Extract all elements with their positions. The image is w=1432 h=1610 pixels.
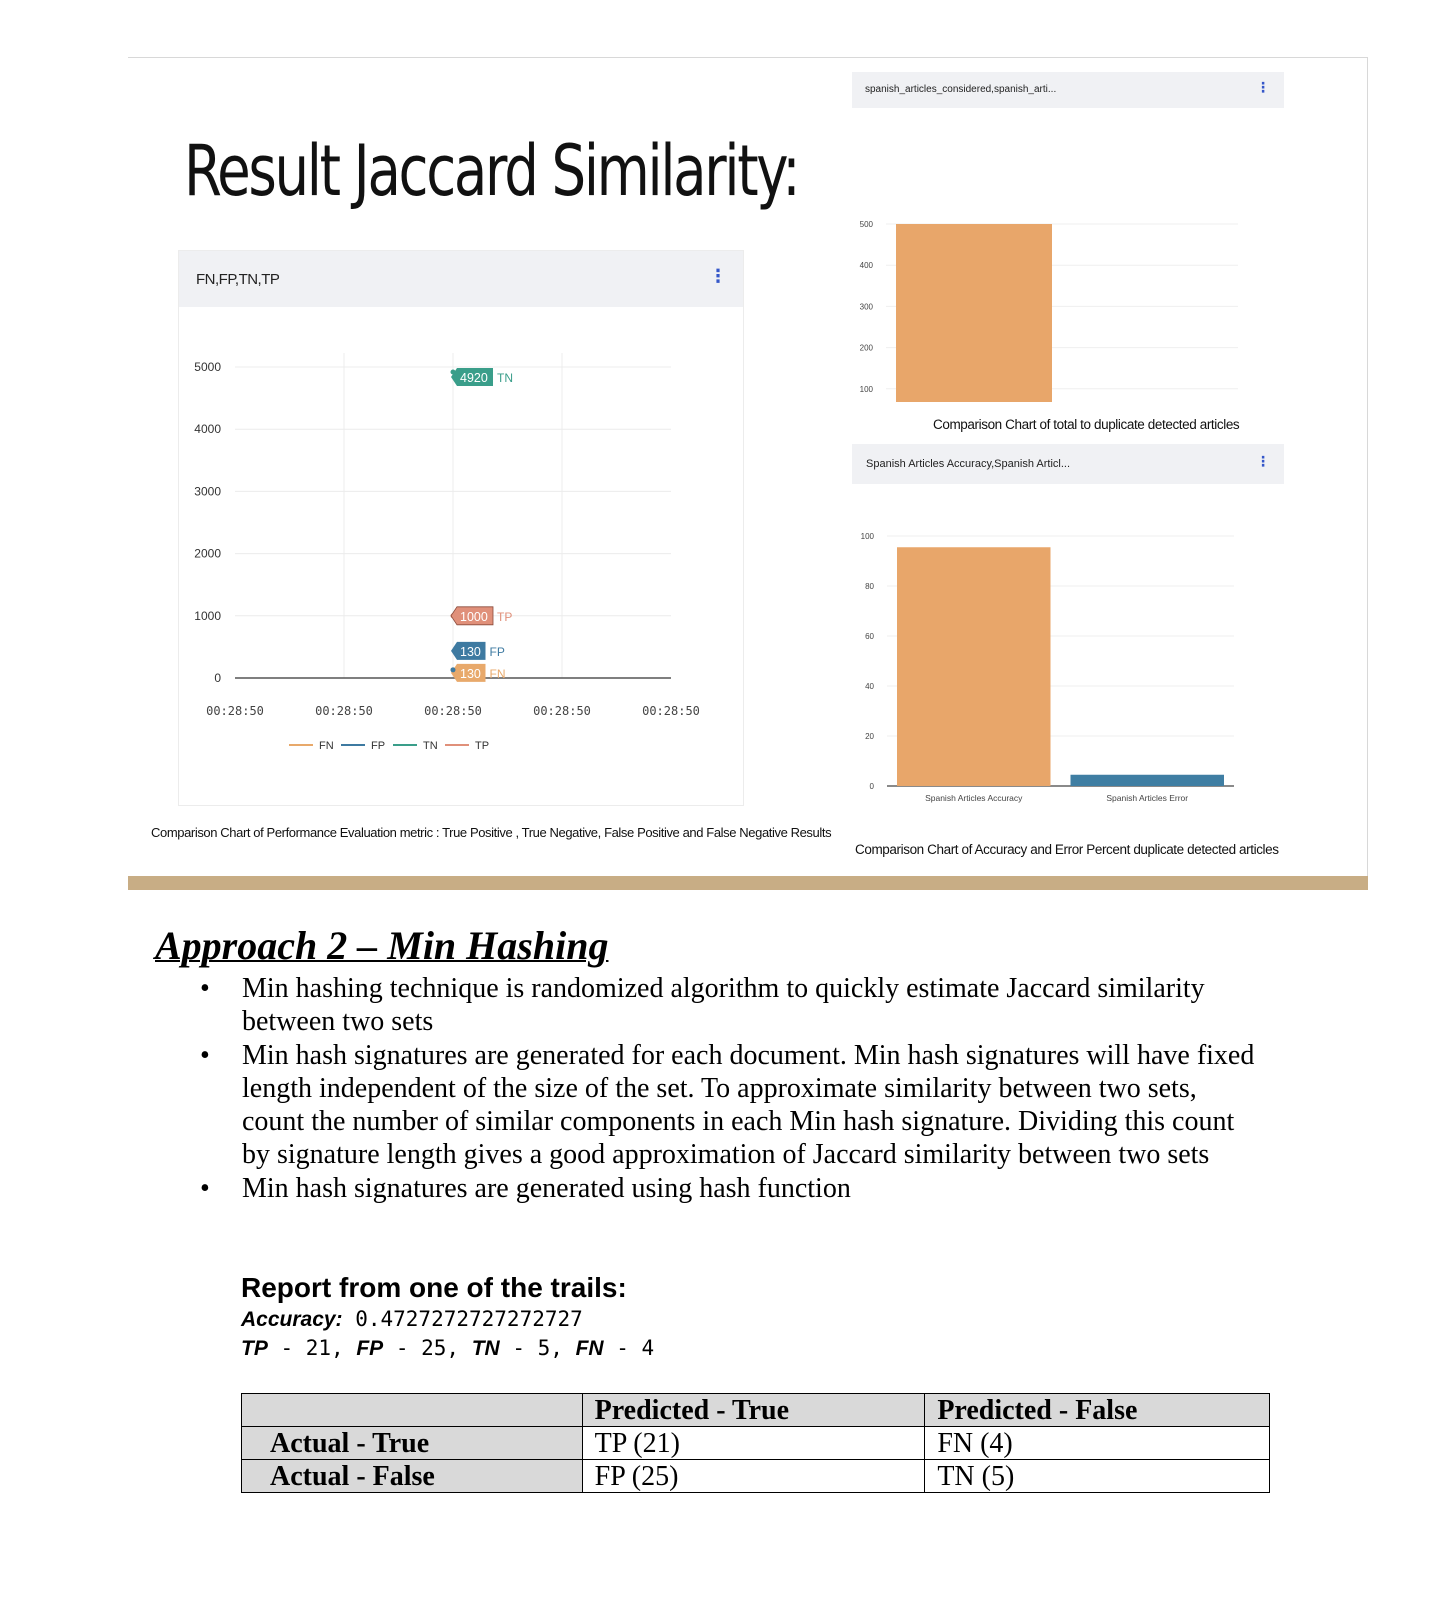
y-tick-label: 200 xyxy=(860,344,874,353)
articles-chart-caption: Comparison Chart of total to duplicate d… xyxy=(933,417,1240,432)
data-label-value: 1000 xyxy=(460,610,488,624)
legend-label: FN xyxy=(319,740,334,752)
fp-value: - 25, xyxy=(383,1336,472,1360)
tp-label: TP xyxy=(241,1337,268,1360)
y-tick-label: 80 xyxy=(865,582,874,591)
y-tick-label: 300 xyxy=(860,302,874,311)
slide-bottom-bar xyxy=(128,876,1368,890)
data-label-value: 130 xyxy=(460,645,481,659)
y-tick-label: 4000 xyxy=(194,422,221,436)
x-category-label: Spanish Articles Accuracy xyxy=(925,793,1023,803)
data-label-series: TN xyxy=(497,371,513,385)
performance-chart-card: FN,FP,TN,TP ⋮ 0 1000 2000 3000 4000 5000 00:28… xyxy=(178,250,744,806)
accuracy-value: 0.4727272727272727 xyxy=(342,1307,583,1331)
accuracy-line: Accuracy: 0.4727272727272727 xyxy=(241,1307,583,1332)
articles-card-header: spanish_articles_considered,spanish_arti… xyxy=(852,72,1284,108)
y-tick-label: 60 xyxy=(865,632,874,641)
table-cell: TP (21) xyxy=(581,1426,926,1460)
y-tick-label: 3000 xyxy=(194,484,221,498)
table-row: Actual - False FP (25) TN (5) xyxy=(241,1459,1270,1493)
data-label-box-tn xyxy=(451,367,493,386)
performance-card-title: FN,FP,TN,TP xyxy=(196,271,280,288)
bullet-item: Min hashing technique is randomized algo… xyxy=(200,972,1260,1038)
articles-card-title: spanish_articles_considered,spanish_arti… xyxy=(865,84,1057,95)
x-tick-label: 00:28:50 xyxy=(315,704,373,718)
y-tick-label: 5000 xyxy=(194,360,221,374)
y-tick-label: 0 xyxy=(214,671,221,685)
x-tick-label: 00:28:50 xyxy=(642,704,700,718)
table-row-header: Actual - False xyxy=(241,1459,583,1493)
bar-1 xyxy=(1070,774,1224,786)
table-col-header: Predicted - True xyxy=(581,1393,926,1427)
counts-line: TP - 21, FP - 25, TN - 5, FN - 4 xyxy=(241,1336,654,1361)
data-point-fp xyxy=(450,667,456,673)
tn-label: TN xyxy=(471,1337,500,1360)
y-tick-label: 20 xyxy=(865,732,874,741)
y-tick-label: 400 xyxy=(860,261,874,270)
bullet-item: Min hash signatures are generated using … xyxy=(200,1172,1260,1205)
table-row: Actual - True TP (21) FN (4) xyxy=(241,1426,1270,1460)
confusion-matrix-table: Predicted - True Predicted - False Actua… xyxy=(241,1393,1270,1493)
table-cell: FP (25) xyxy=(581,1459,926,1493)
bullet-list: Min hashing technique is randomized algo… xyxy=(200,972,1260,1206)
data-label-value: 130 xyxy=(460,667,481,681)
legend-label: TN xyxy=(423,740,438,752)
data-label-value: 4920 xyxy=(460,371,488,385)
articles-chart-card: spanish_articles_considered,spanish_arti… xyxy=(852,72,1284,402)
y-tick-label: 0 xyxy=(870,782,875,791)
x-category-label: Spanish Articles Error xyxy=(1106,793,1188,803)
y-tick-label: 100 xyxy=(860,385,874,394)
tn-value: - 5, xyxy=(499,1336,576,1360)
legend-label: FP xyxy=(371,740,385,752)
data-label-box-tp xyxy=(450,606,494,626)
legend-label: TP xyxy=(475,740,489,752)
kebab-menu-icon[interactable]: ⋮ xyxy=(709,266,727,287)
x-tick-label: 00:28:50 xyxy=(533,704,591,718)
y-tick-label: 2000 xyxy=(194,547,221,561)
bar-0 xyxy=(896,224,1052,402)
table-cell: TN (5) xyxy=(924,1459,1270,1493)
performance-card-header: FN,FP,TN,TP ⋮ xyxy=(179,251,743,307)
y-tick-label: 40 xyxy=(865,682,874,691)
table-header-row: Predicted - True Predicted - False xyxy=(241,1393,1270,1427)
section-heading: Approach 2 – Min Hashing xyxy=(155,923,609,968)
fn-label: FN xyxy=(575,1337,604,1360)
kebab-menu-icon[interactable]: ⋮ xyxy=(1256,80,1270,96)
performance-chart: 0 1000 2000 3000 4000 5000 00:28:50 00:28:50 00:… xyxy=(194,353,700,752)
data-label-series: FN xyxy=(490,667,506,681)
report-title: Report from one of the trails: xyxy=(241,1272,627,1303)
y-tick-label: 100 xyxy=(861,532,875,541)
bar-0 xyxy=(897,547,1051,786)
accuracy-card-title: Spanish Articles Accuracy,Spanish Articl… xyxy=(866,458,1070,470)
articles-chart: 0100200300400500spanish_articles_conside… xyxy=(860,220,1238,402)
tp-value: - 21, xyxy=(267,1336,357,1360)
data-label-series: FP xyxy=(490,645,505,659)
x-tick-label: 00:28:50 xyxy=(206,704,264,718)
performance-chart-caption: Comparison Chart of Performance Evaluati… xyxy=(151,825,832,840)
data-label-box-fp xyxy=(451,641,486,660)
fn-value: - 4 xyxy=(603,1336,655,1360)
table-corner-cell xyxy=(241,1393,583,1427)
accuracy-chart: 0 20 40 60 80 100 Spanish Articles Accuracy Spa… xyxy=(861,532,1234,803)
accuracy-label: Accuracy: xyxy=(241,1308,343,1331)
fp-label: FP xyxy=(356,1337,384,1360)
table-row-header: Actual - True xyxy=(241,1426,583,1460)
data-label-series: TP xyxy=(497,610,512,624)
y-tick-label: 500 xyxy=(860,220,874,229)
data-label-box-fn xyxy=(451,663,486,682)
table-cell: FN (4) xyxy=(924,1426,1270,1460)
kebab-menu-icon[interactable]: ⋮ xyxy=(1256,454,1270,470)
bullet-item: Min hash signatures are generated for ea… xyxy=(200,1039,1260,1171)
x-tick-label: 00:28:50 xyxy=(424,704,482,718)
accuracy-card-header: Spanish Articles Accuracy,Spanish Articl… xyxy=(852,444,1284,484)
table-col-header: Predicted - False xyxy=(924,1393,1270,1427)
accuracy-chart-card: Spanish Articles Accuracy,Spanish Articl… xyxy=(852,444,1284,834)
slide-title: Result Jaccard Similarity: xyxy=(184,130,801,212)
y-tick-label: 1000 xyxy=(194,609,221,623)
accuracy-chart-caption: Comparison Chart of Accuracy and Error P… xyxy=(855,842,1279,857)
